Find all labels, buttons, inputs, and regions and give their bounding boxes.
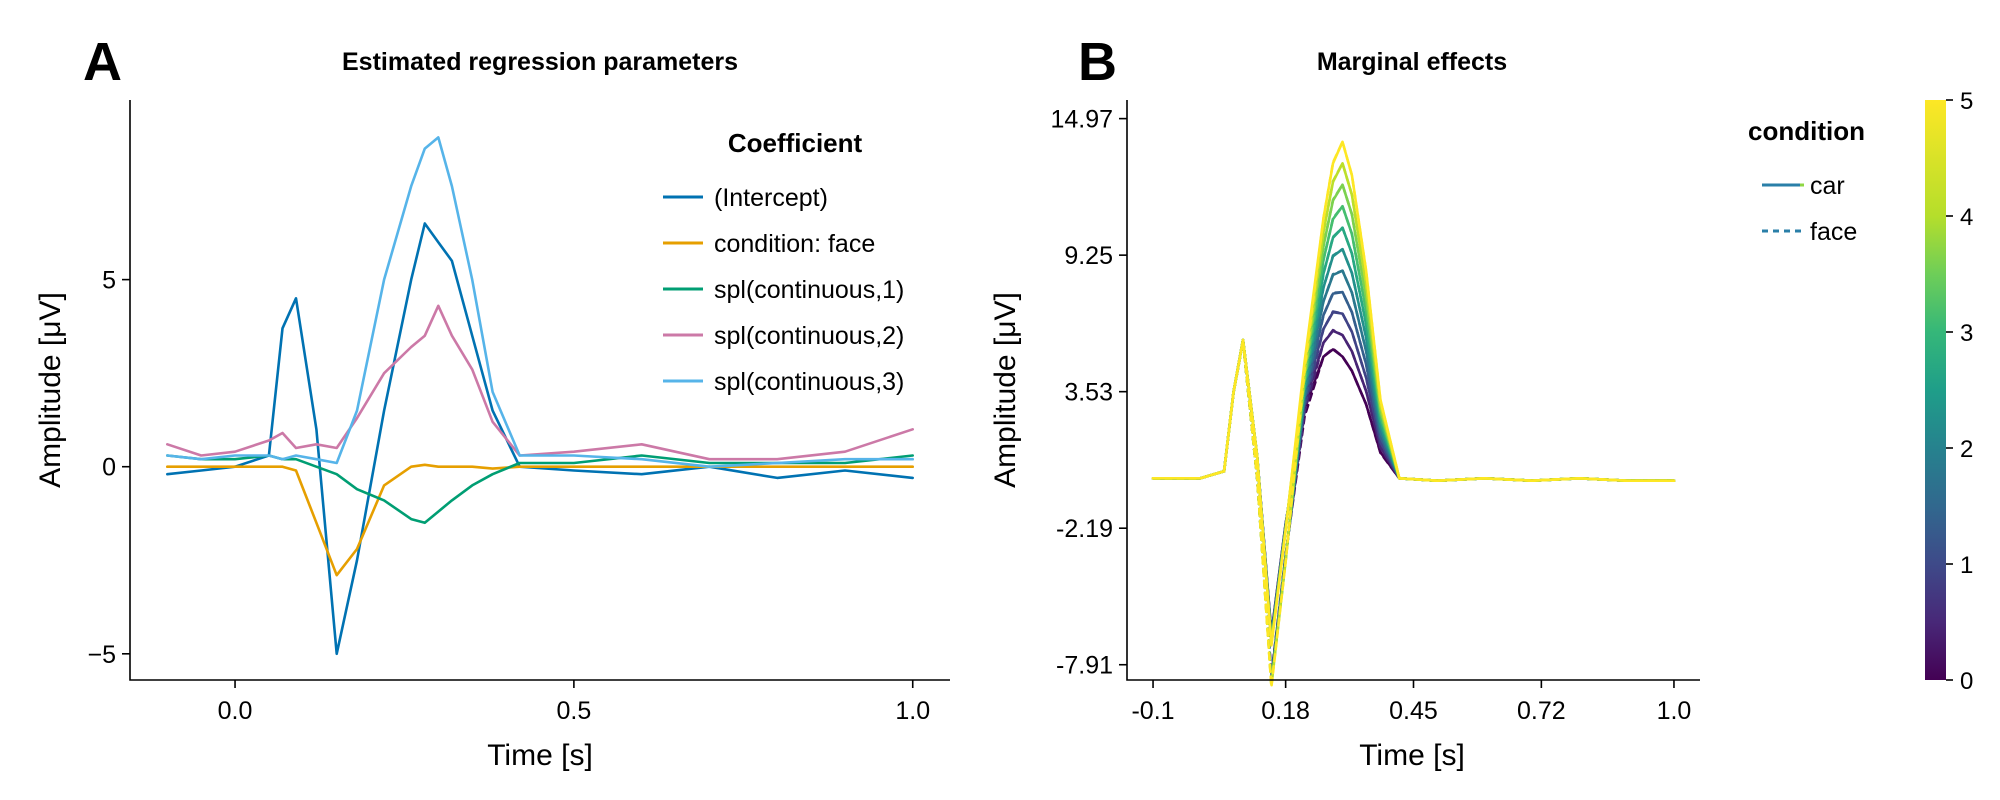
panel-b: B Marginal effects -0.1 0.18 0.45 0.72 1.0 -… <box>989 32 1973 772</box>
marginal-line-car <box>1151 140 1676 647</box>
chart-b-series <box>1151 140 1676 689</box>
marginal-line-car <box>1151 338 1676 635</box>
marginal-line-face <box>1151 183 1676 686</box>
colorbar-tick-label: 2 <box>1960 436 1973 463</box>
legend-b-title: condition <box>1748 116 1865 146</box>
colorbar-tick-label: 0 <box>1960 668 1973 695</box>
marginal-line-car <box>1151 269 1676 640</box>
b-xtick-label: 0.45 <box>1389 697 1438 725</box>
marginal-line-car <box>1151 247 1676 641</box>
chart-a-title: Estimated regression parameters <box>342 48 738 76</box>
marginal-line-face <box>1151 162 1676 687</box>
marginal-line-face <box>1151 140 1676 689</box>
marginal-line-car <box>1151 310 1676 638</box>
chart-a-ylabel: Amplitude [μV] <box>34 292 67 488</box>
colorbar-ticks: 0 1 2 3 4 5 <box>1946 88 1973 695</box>
legend-car-label: car <box>1810 172 1845 200</box>
b-ytick-label: -7.91 <box>1056 652 1113 680</box>
marginal-line-face <box>1151 204 1676 685</box>
chart-a-x-ticks: 0.0 0.5 1.0 <box>218 680 930 725</box>
marginal-line-face <box>1151 328 1676 678</box>
b-ytick-label: 3.53 <box>1064 379 1113 407</box>
colorbar-tick-label: 1 <box>1960 552 1973 579</box>
series-line-3 <box>166 304 914 461</box>
chart-b-x-ticks: -0.1 0.18 0.45 0.72 1.0 <box>1131 680 1691 725</box>
marginal-line-face <box>1151 226 1676 684</box>
colorbar: 0 1 2 3 4 5 <box>1925 88 1973 695</box>
chart-b-title: Marginal effects <box>1317 48 1507 76</box>
a-xtick-label: 0.0 <box>218 697 253 725</box>
marginal-line-car <box>1151 290 1676 639</box>
legend-a-label: (Intercept) <box>714 184 828 212</box>
a-ytick-label: 0 <box>102 454 116 482</box>
a-xtick-label: 0.5 <box>557 697 592 725</box>
chart-b-y-ticks: -7.91 -2.19 3.53 9.25 14.97 <box>1050 106 1127 680</box>
legend-face-label: face <box>1810 218 1857 246</box>
marginal-line-face <box>1151 269 1676 682</box>
panel-letter-b: B <box>1078 32 1117 92</box>
legend-a-label: spl(continuous,2) <box>714 322 904 350</box>
series-line-4 <box>166 136 914 468</box>
series-line-0 <box>166 222 914 656</box>
legend-a-title: Coefficient <box>728 128 863 158</box>
panel-letter-a: A <box>83 32 122 92</box>
chart-a-xlabel: Time [s] <box>487 739 593 772</box>
a-ytick-label: −5 <box>87 641 116 669</box>
b-xtick-label: 0.18 <box>1261 697 1310 725</box>
panel-a: A Estimated regression parameters 0.0 0.5… <box>34 32 950 772</box>
a-xtick-label: 1.0 <box>895 697 930 725</box>
colorbar-tick-label: 5 <box>1960 88 1973 115</box>
colorbar-tick-label: 3 <box>1960 320 1973 347</box>
chart-a-axes <box>129 100 950 681</box>
b-ytick-label: 9.25 <box>1064 242 1113 270</box>
legend-a-label: spl(continuous,1) <box>714 276 904 304</box>
marginal-line-face <box>1151 340 1676 677</box>
chart-b-ylabel: Amplitude [μV] <box>989 292 1022 488</box>
series-line-1 <box>166 463 914 577</box>
chart-a-legend: Coefficient (Intercept) condition: face sp… <box>663 128 904 396</box>
marginal-line-face <box>1151 247 1676 683</box>
b-xtick-label: 0.72 <box>1517 697 1566 725</box>
chart-b-legend: condition car face <box>1748 116 1865 246</box>
marginal-line-car <box>1151 226 1676 642</box>
marginal-line-car <box>1151 329 1676 636</box>
b-ytick-label: 14.97 <box>1050 106 1113 134</box>
marginal-line-car <box>1151 204 1676 644</box>
chart-a-series <box>166 136 914 656</box>
a-ytick-label: 5 <box>102 267 116 295</box>
marginal-line-face <box>1151 290 1676 680</box>
colorbar-gradient <box>1925 100 1946 680</box>
colorbar-tick-label: 4 <box>1960 204 1973 231</box>
legend-a-label: spl(continuous,3) <box>714 368 904 396</box>
b-ytick-label: -2.19 <box>1056 515 1113 543</box>
marginal-line-face <box>1151 310 1676 679</box>
b-xtick-label: -0.1 <box>1131 697 1174 725</box>
b-xtick-label: 1.0 <box>1657 697 1692 725</box>
legend-a-label: condition: face <box>714 230 875 258</box>
chart-a-y-ticks: −5 0 5 <box>87 267 130 669</box>
chart-b-xlabel: Time [s] <box>1359 739 1465 772</box>
chart-b-axes <box>1126 100 1700 681</box>
